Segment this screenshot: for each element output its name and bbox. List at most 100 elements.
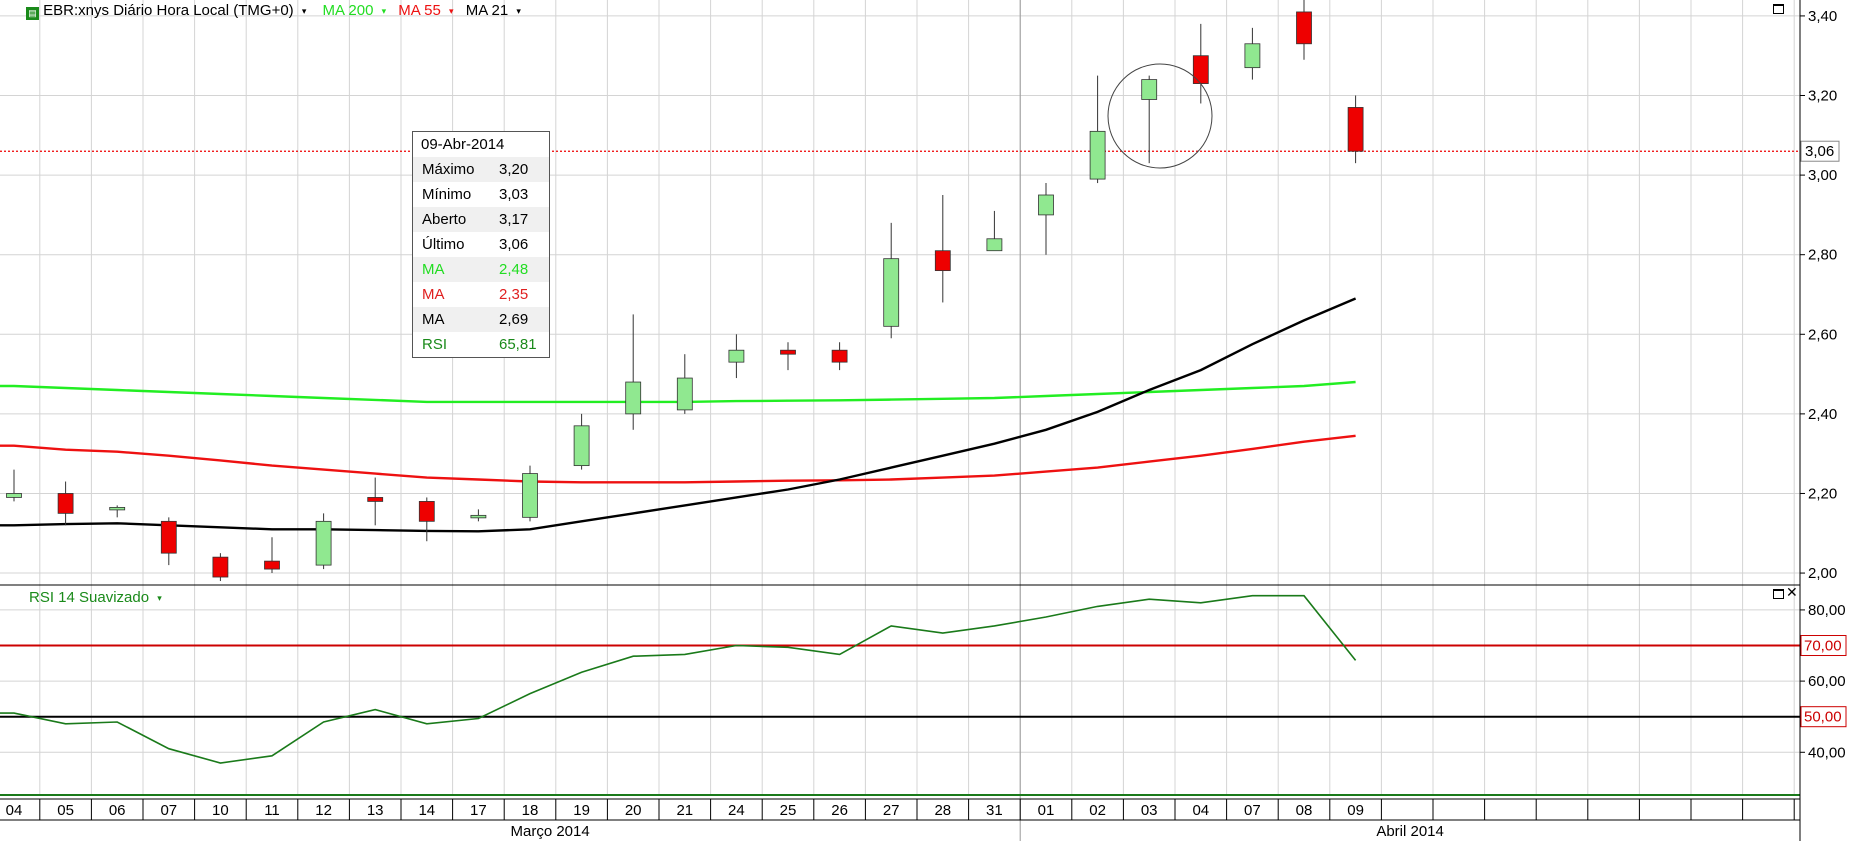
tooltip-row-value: 3,06 [499, 236, 529, 253]
tooltip-row: RSI 65,81 [413, 332, 549, 357]
ma-line-ma200 [0, 380, 1356, 404]
candle-body [1038, 194, 1054, 216]
x-tick-label: 08 [1296, 802, 1313, 819]
ma200-dropdown-icon[interactable]: ▾ [381, 6, 387, 17]
candle-body [212, 556, 229, 578]
candle-body [676, 377, 693, 411]
y-tick-label: 3,20 [1808, 88, 1837, 105]
tooltip-row-label: RSI [422, 336, 448, 353]
close-rsi-panel-icon[interactable]: ✕ [1786, 584, 1798, 600]
grid [0, 0, 1800, 841]
candlesticks [6, 0, 1364, 582]
candle [1192, 23, 1209, 104]
symbol-dropdown-icon[interactable]: ▾ [301, 6, 307, 17]
rsi-panel: 70,00 50,00 [0, 594, 1847, 764]
candle [6, 469, 22, 502]
y-tick-label: 2,40 [1808, 406, 1837, 423]
x-tick-label: 14 [418, 802, 435, 819]
candle [109, 505, 126, 518]
tooltip-row-label: MA [422, 311, 445, 328]
x-tick-label: 04 [6, 802, 23, 819]
tooltip-row: MA 2,48 [413, 257, 549, 282]
moving-averages [0, 297, 1357, 533]
x-tick-label: 28 [934, 802, 951, 819]
tooltip-row-value: 2,35 [499, 286, 529, 303]
tooltip-row: MA 2,69 [413, 307, 549, 332]
x-tick-label: 01 [1038, 802, 1055, 819]
x-tick-label: 12 [315, 802, 332, 819]
ma55-label[interactable]: MA 55 [398, 2, 441, 19]
tooltip-row-value: 2,48 [499, 261, 529, 278]
candle [1038, 183, 1054, 255]
candle [986, 210, 1003, 252]
highlight-circle [1107, 63, 1213, 169]
candle-body [831, 349, 848, 363]
candle [1141, 75, 1158, 164]
x-tick-label: 31 [986, 802, 1003, 819]
x-tick-label: 13 [367, 802, 384, 819]
ma200-label[interactable]: MA 200 [322, 2, 374, 19]
candle [522, 465, 538, 522]
x-tick-label: 04 [1192, 802, 1209, 819]
candle-body [625, 381, 642, 415]
tooltip-row-value: 3,03 [499, 186, 529, 203]
tooltip-row: MA 2,35 [413, 282, 549, 307]
rsi-level-label: 70,00 [1804, 638, 1842, 655]
candle-body [367, 497, 384, 502]
candle [57, 481, 74, 526]
tooltip-row: Aberto 3,17 [413, 207, 549, 232]
candle [934, 195, 951, 303]
candle-body [160, 520, 177, 554]
x-tick-label: 17 [470, 802, 487, 819]
month-label: Abril 2014 [1376, 823, 1444, 840]
x-tick-label: 21 [676, 802, 693, 819]
candle-body [6, 493, 22, 498]
candle [264, 537, 280, 574]
x-tick-label: 09 [1347, 802, 1364, 819]
tooltip-row-label: Máximo [422, 161, 475, 178]
x-tick-label: 20 [625, 802, 642, 819]
y-tick-label: 3,00 [1808, 167, 1837, 184]
candle [625, 314, 642, 430]
ma-line-ma21 [0, 297, 1357, 533]
candle-body [418, 501, 435, 522]
candle-body [109, 506, 126, 511]
candle-body [1089, 130, 1106, 180]
maximize-price-panel-icon[interactable] [1773, 4, 1784, 14]
rsi-line [0, 594, 1357, 764]
tooltip-row-label: MA [422, 261, 445, 278]
candle [418, 497, 435, 542]
x-tick-label: 24 [728, 802, 745, 819]
chart-type-icon[interactable]: ▤ [26, 7, 39, 20]
candle-body [1347, 107, 1364, 152]
y-tick-label: 2,80 [1808, 247, 1837, 264]
y-tick-label: 2,00 [1808, 565, 1837, 582]
rsi-level-tag [1800, 706, 1847, 728]
last-price-label: 3,06 [1805, 143, 1834, 160]
ma21-dropdown-icon[interactable]: ▾ [516, 6, 521, 17]
maximize-rsi-panel-icon[interactable] [1773, 589, 1784, 599]
y-tick-label: 3,40 [1808, 8, 1837, 25]
candle [780, 342, 796, 371]
candle-body [1296, 11, 1312, 45]
candle [676, 354, 693, 414]
ma55-dropdown-icon[interactable]: ▾ [449, 6, 454, 17]
symbol-label[interactable]: EBR:xnys Diário Hora Local (TMG+0) [43, 2, 294, 19]
ma21-label[interactable]: MA 21 [465, 2, 509, 19]
rsi-header: RSI 14 Suavizado ▾ [29, 589, 162, 607]
candle [573, 413, 590, 470]
x-tick-label: 05 [57, 802, 74, 819]
candle [1347, 95, 1364, 164]
candle [315, 513, 332, 570]
rsi-label[interactable]: RSI 14 Suavizado [29, 589, 150, 606]
y-tick-label: 80,00 [1808, 602, 1846, 619]
y-tick-label: 60,00 [1808, 673, 1846, 690]
tooltip-row-value: 3,17 [499, 211, 529, 228]
ma-line-ma55 [0, 434, 1356, 484]
candle-body [1192, 55, 1209, 84]
rsi-dropdown-icon[interactable]: ▾ [157, 593, 162, 604]
x-tick-label: 19 [573, 802, 590, 819]
x-tick-label: 06 [109, 802, 126, 819]
candle-body [986, 238, 1003, 252]
